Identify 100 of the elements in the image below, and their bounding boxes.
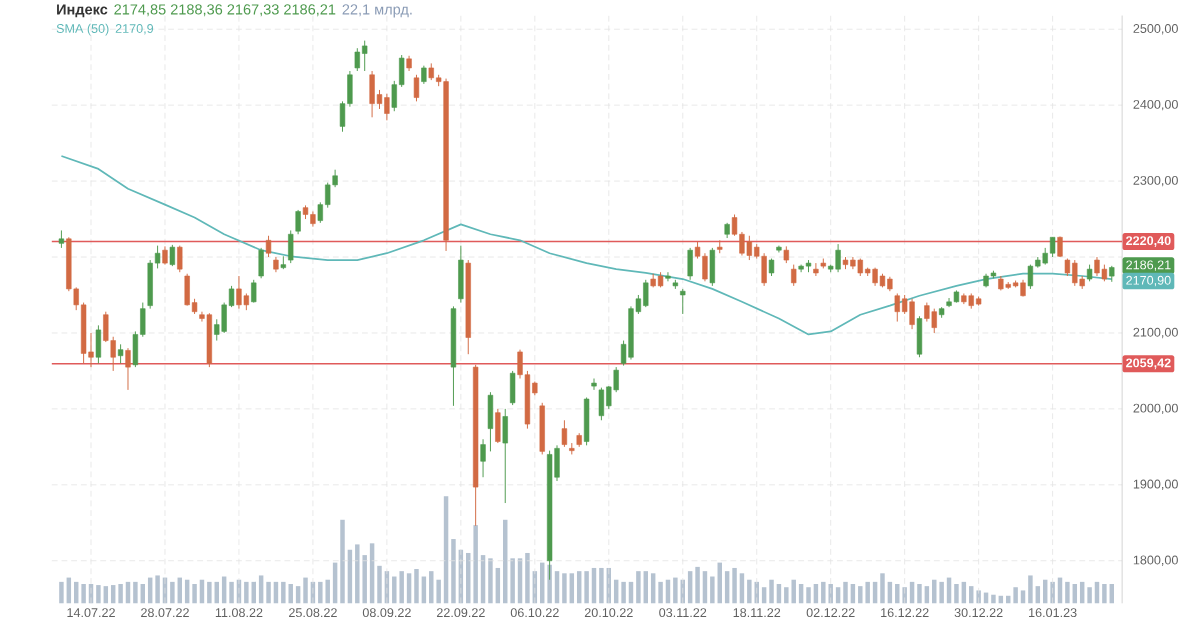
- candlestick: [509, 370, 516, 406]
- candlestick: [539, 402, 545, 455]
- bar: [207, 581, 212, 604]
- candlestick: [288, 229, 294, 264]
- bar: [599, 567, 604, 604]
- candlestick: [502, 408, 508, 504]
- bar: [170, 581, 175, 604]
- bar: [791, 579, 796, 604]
- candlestick: [680, 288, 686, 315]
- bar: [1065, 581, 1070, 604]
- bar: [828, 583, 833, 604]
- candlestick: [487, 391, 494, 452]
- bar: [288, 583, 293, 604]
- bar: [673, 577, 678, 604]
- bar: [732, 567, 737, 604]
- bar: [1102, 583, 1107, 604]
- bar: [229, 581, 234, 604]
- bar: [429, 570, 434, 604]
- bar: [155, 575, 160, 604]
- bar: [1050, 581, 1055, 604]
- bar: [281, 581, 286, 604]
- candlestick: [413, 74, 420, 102]
- candlestick: [924, 301, 930, 322]
- bar: [406, 573, 412, 604]
- bar: [739, 573, 745, 604]
- candlestick: [458, 244, 464, 303]
- bar: [917, 583, 922, 604]
- bar: [59, 581, 64, 604]
- bar: [636, 570, 641, 604]
- bar: [658, 581, 663, 604]
- candlestick: [746, 235, 752, 261]
- candlestick: [117, 343, 124, 364]
- candlestick: [702, 252, 708, 282]
- bar: [266, 581, 271, 604]
- bar: [754, 581, 759, 604]
- bar: [821, 581, 826, 604]
- bar: [895, 583, 900, 604]
- bar: [806, 587, 811, 604]
- candlestick: [872, 266, 878, 287]
- bar: [399, 570, 404, 604]
- candlestick: [354, 47, 360, 72]
- bar: [621, 581, 626, 604]
- candlestick: [362, 39, 368, 72]
- candlestick: [251, 279, 257, 303]
- candlestick: [1049, 236, 1056, 258]
- candlestick: [162, 245, 168, 265]
- bar: [784, 587, 789, 604]
- candlestick: [909, 298, 915, 330]
- line-series: [60, 154, 1113, 336]
- candlestick: [835, 243, 841, 273]
- bar: [133, 581, 138, 604]
- bar: [584, 570, 589, 604]
- bar: [843, 581, 848, 604]
- candlestick: [421, 64, 427, 85]
- bar: [939, 581, 944, 604]
- bar: [1028, 575, 1033, 604]
- bar: [258, 575, 264, 604]
- candlestick: [598, 386, 605, 421]
- bar: [650, 573, 656, 604]
- candlestick: [709, 247, 716, 287]
- bar: [81, 583, 86, 604]
- bar: [954, 583, 959, 604]
- candlestick: [369, 70, 375, 118]
- bar: [414, 568, 419, 604]
- bar: [991, 594, 996, 604]
- bar: [392, 576, 397, 604]
- bar: [192, 583, 197, 604]
- candlestick: [931, 307, 937, 334]
- bar: [355, 544, 360, 604]
- candlestick: [687, 247, 693, 281]
- candlestick: [169, 244, 176, 267]
- candlestick: [480, 438, 486, 478]
- bar: [902, 587, 907, 604]
- bar: [303, 577, 308, 604]
- candlestick: [258, 247, 264, 279]
- bar: [695, 566, 700, 604]
- bar: [340, 519, 345, 604]
- candlestick: [236, 275, 242, 309]
- bar: [318, 581, 323, 604]
- bar: [569, 573, 575, 604]
- candlestick: [791, 263, 797, 287]
- bar: [1013, 587, 1018, 604]
- bar: [880, 573, 885, 604]
- bar: [525, 552, 530, 604]
- bar: [488, 558, 493, 604]
- candlestick: [95, 324, 102, 364]
- bar: [1087, 587, 1092, 604]
- bar: [976, 590, 981, 604]
- bar: [244, 581, 249, 604]
- candlestick: [495, 408, 501, 444]
- candlestick: [643, 279, 649, 308]
- bar: [747, 579, 752, 604]
- candlestick: [295, 209, 301, 235]
- bar: [96, 584, 101, 604]
- bar: [118, 583, 123, 604]
- bar: [865, 581, 870, 604]
- candlestick: [813, 262, 819, 277]
- candlestick: [1094, 256, 1100, 277]
- bar: [473, 524, 478, 604]
- candlestick: [916, 315, 923, 358]
